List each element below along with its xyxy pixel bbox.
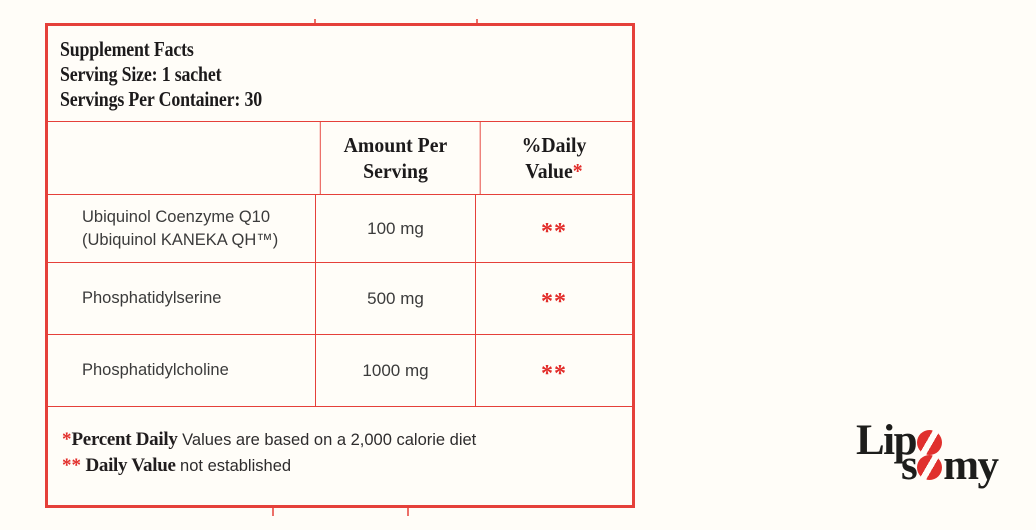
table-header-row: Amount Per Serving %Daily Value* (48, 122, 632, 195)
border-tick (407, 507, 409, 516)
daily-value-cell: ** (475, 263, 632, 334)
not-established-asterisks: ** (541, 289, 567, 315)
border-tick (272, 507, 274, 516)
logo-line-2: s my (901, 442, 999, 489)
brand-logo: Lip s my (856, 419, 1021, 499)
facts-header: Supplement Facts Serving Size: 1 sachet … (48, 26, 632, 122)
border-tick (314, 19, 316, 24)
logo-line-1: Lip (856, 419, 943, 462)
liposome-o-icon (917, 455, 943, 480)
daily-value-asterisk: * (572, 159, 583, 183)
footnote-percent-daily: *Percent Daily Values are based on a 2,0… (62, 429, 477, 450)
amount-cell: 1000 mg (315, 335, 475, 406)
servings-per-container-line: Servings Per Container: 30 (60, 87, 262, 111)
amount-cell: 500 mg (315, 263, 475, 334)
not-established-asterisks: ** (541, 219, 567, 245)
table-row: Phosphatidylserine 500 mg ** (48, 263, 632, 335)
footnotes: *Percent Daily Values are based on a 2,0… (48, 407, 632, 505)
daily-value-cell: ** (475, 195, 632, 262)
facts-title: Supplement Facts (60, 37, 194, 61)
table-row: Ubiquinol Coenzyme Q10 (Ubiquinol KANEKA… (48, 195, 632, 263)
ingredient-header-cell (48, 122, 315, 194)
not-established-asterisks: ** (541, 361, 567, 387)
daily-value-cell: ** (475, 335, 632, 406)
liposome-o-icon (917, 430, 943, 455)
footnote-double-asterisk: ** (62, 455, 81, 476)
serving-size-line: Serving Size: 1 sachet (60, 62, 222, 86)
footnote-asterisk: * (62, 429, 72, 450)
amount-per-serving-header: Amount Per Serving (319, 122, 470, 194)
supplement-facts-panel: Supplement Facts Serving Size: 1 sachet … (45, 23, 635, 508)
amount-cell: 100 mg (315, 195, 475, 262)
daily-value-header: %Daily Value* (479, 122, 628, 194)
ingredient-name: Phosphatidylcholine (82, 361, 229, 379)
border-tick (476, 19, 478, 24)
table-row: Phosphatidylcholine 1000 mg ** (48, 335, 632, 407)
ingredient-name: Phosphatidylserine (82, 289, 222, 307)
footnote-daily-value: ** Daily Value not established (62, 455, 292, 476)
ingredient-name: Ubiquinol Coenzyme Q10 (Ubiquinol KANEKA… (82, 207, 279, 249)
